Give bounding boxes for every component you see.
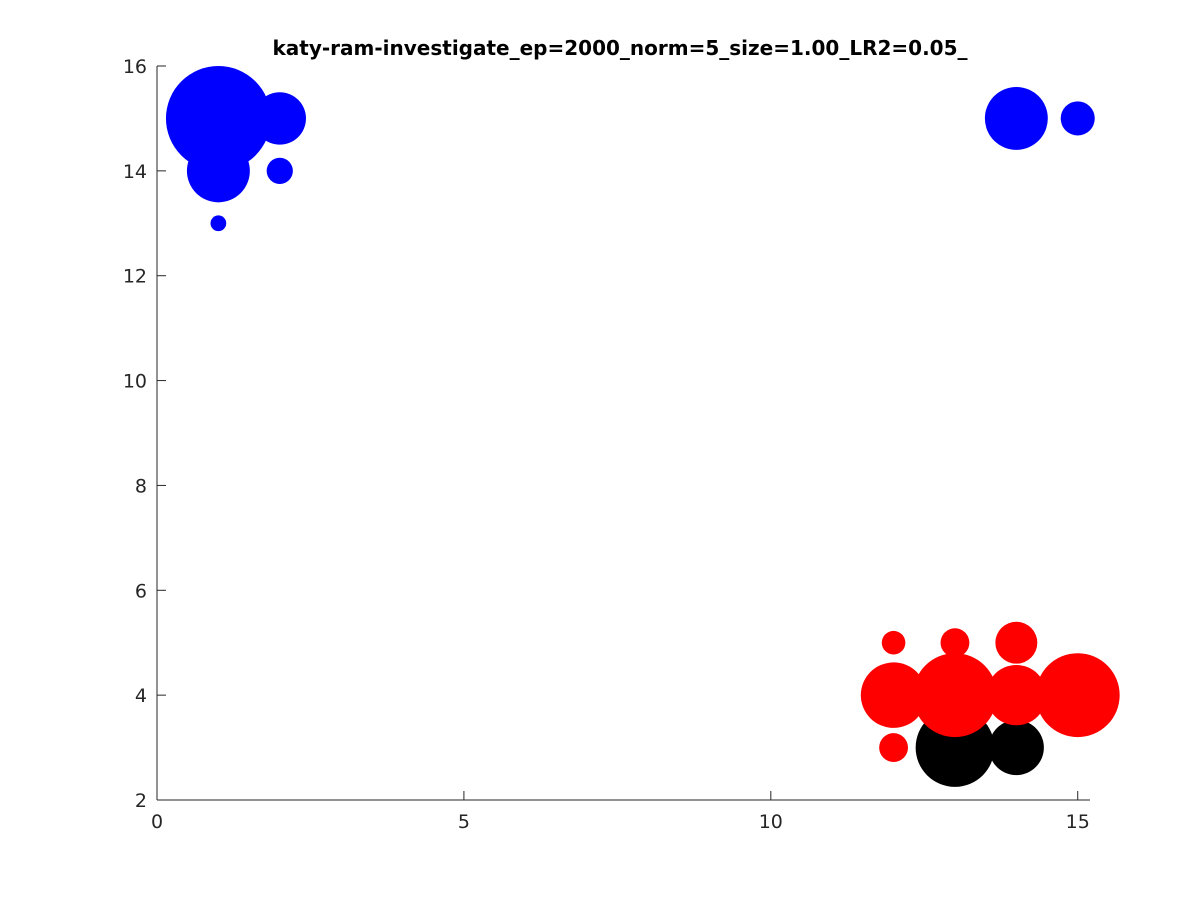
data-point-red-8: [913, 653, 997, 738]
y-tick-label-4: 4: [135, 685, 147, 707]
y-tick-label-14: 14: [123, 161, 147, 183]
data-point-red-9: [1035, 653, 1120, 738]
data-point-red-5: [940, 628, 970, 658]
y-tick-label-10: 10: [123, 371, 147, 393]
data-point-red-3: [860, 662, 927, 728]
data-point-black-1: [988, 720, 1044, 776]
x-tick-label-0: 0: [151, 811, 163, 833]
data-point-blue-15: [984, 86, 1048, 150]
y-tick-label-12: 12: [123, 266, 147, 288]
x-tick-label-5: 5: [458, 811, 470, 833]
data-point-red-2: [879, 733, 908, 762]
data-point-blue-14: [210, 215, 227, 232]
data-point-red-6: [995, 621, 1038, 664]
data-point-red-4: [881, 630, 906, 655]
data-point-red-7: [986, 664, 1047, 726]
y-tick-label-8: 8: [135, 475, 147, 497]
y-tick-label-2: 2: [135, 790, 147, 812]
y-tick-label-6: 6: [135, 580, 147, 602]
x-tick-label-10: 10: [759, 811, 783, 833]
axes: 0 5 10 15 2 4 6 8 10 12 14 16: [123, 56, 1090, 833]
data-point-blue-13: [266, 157, 293, 184]
data-point-blue-11: [253, 92, 306, 145]
data-point-blue-12: [186, 139, 250, 203]
data-point-blue-16: [1060, 101, 1095, 136]
data-point-blue-10: [165, 66, 271, 171]
y-tick-label-16: 16: [123, 56, 147, 78]
chart-title: katy-ram-investigate_ep=2000_norm=5_size…: [272, 36, 967, 60]
x-tick-label-15: 15: [1066, 811, 1090, 833]
points-layer: [165, 66, 1120, 787]
